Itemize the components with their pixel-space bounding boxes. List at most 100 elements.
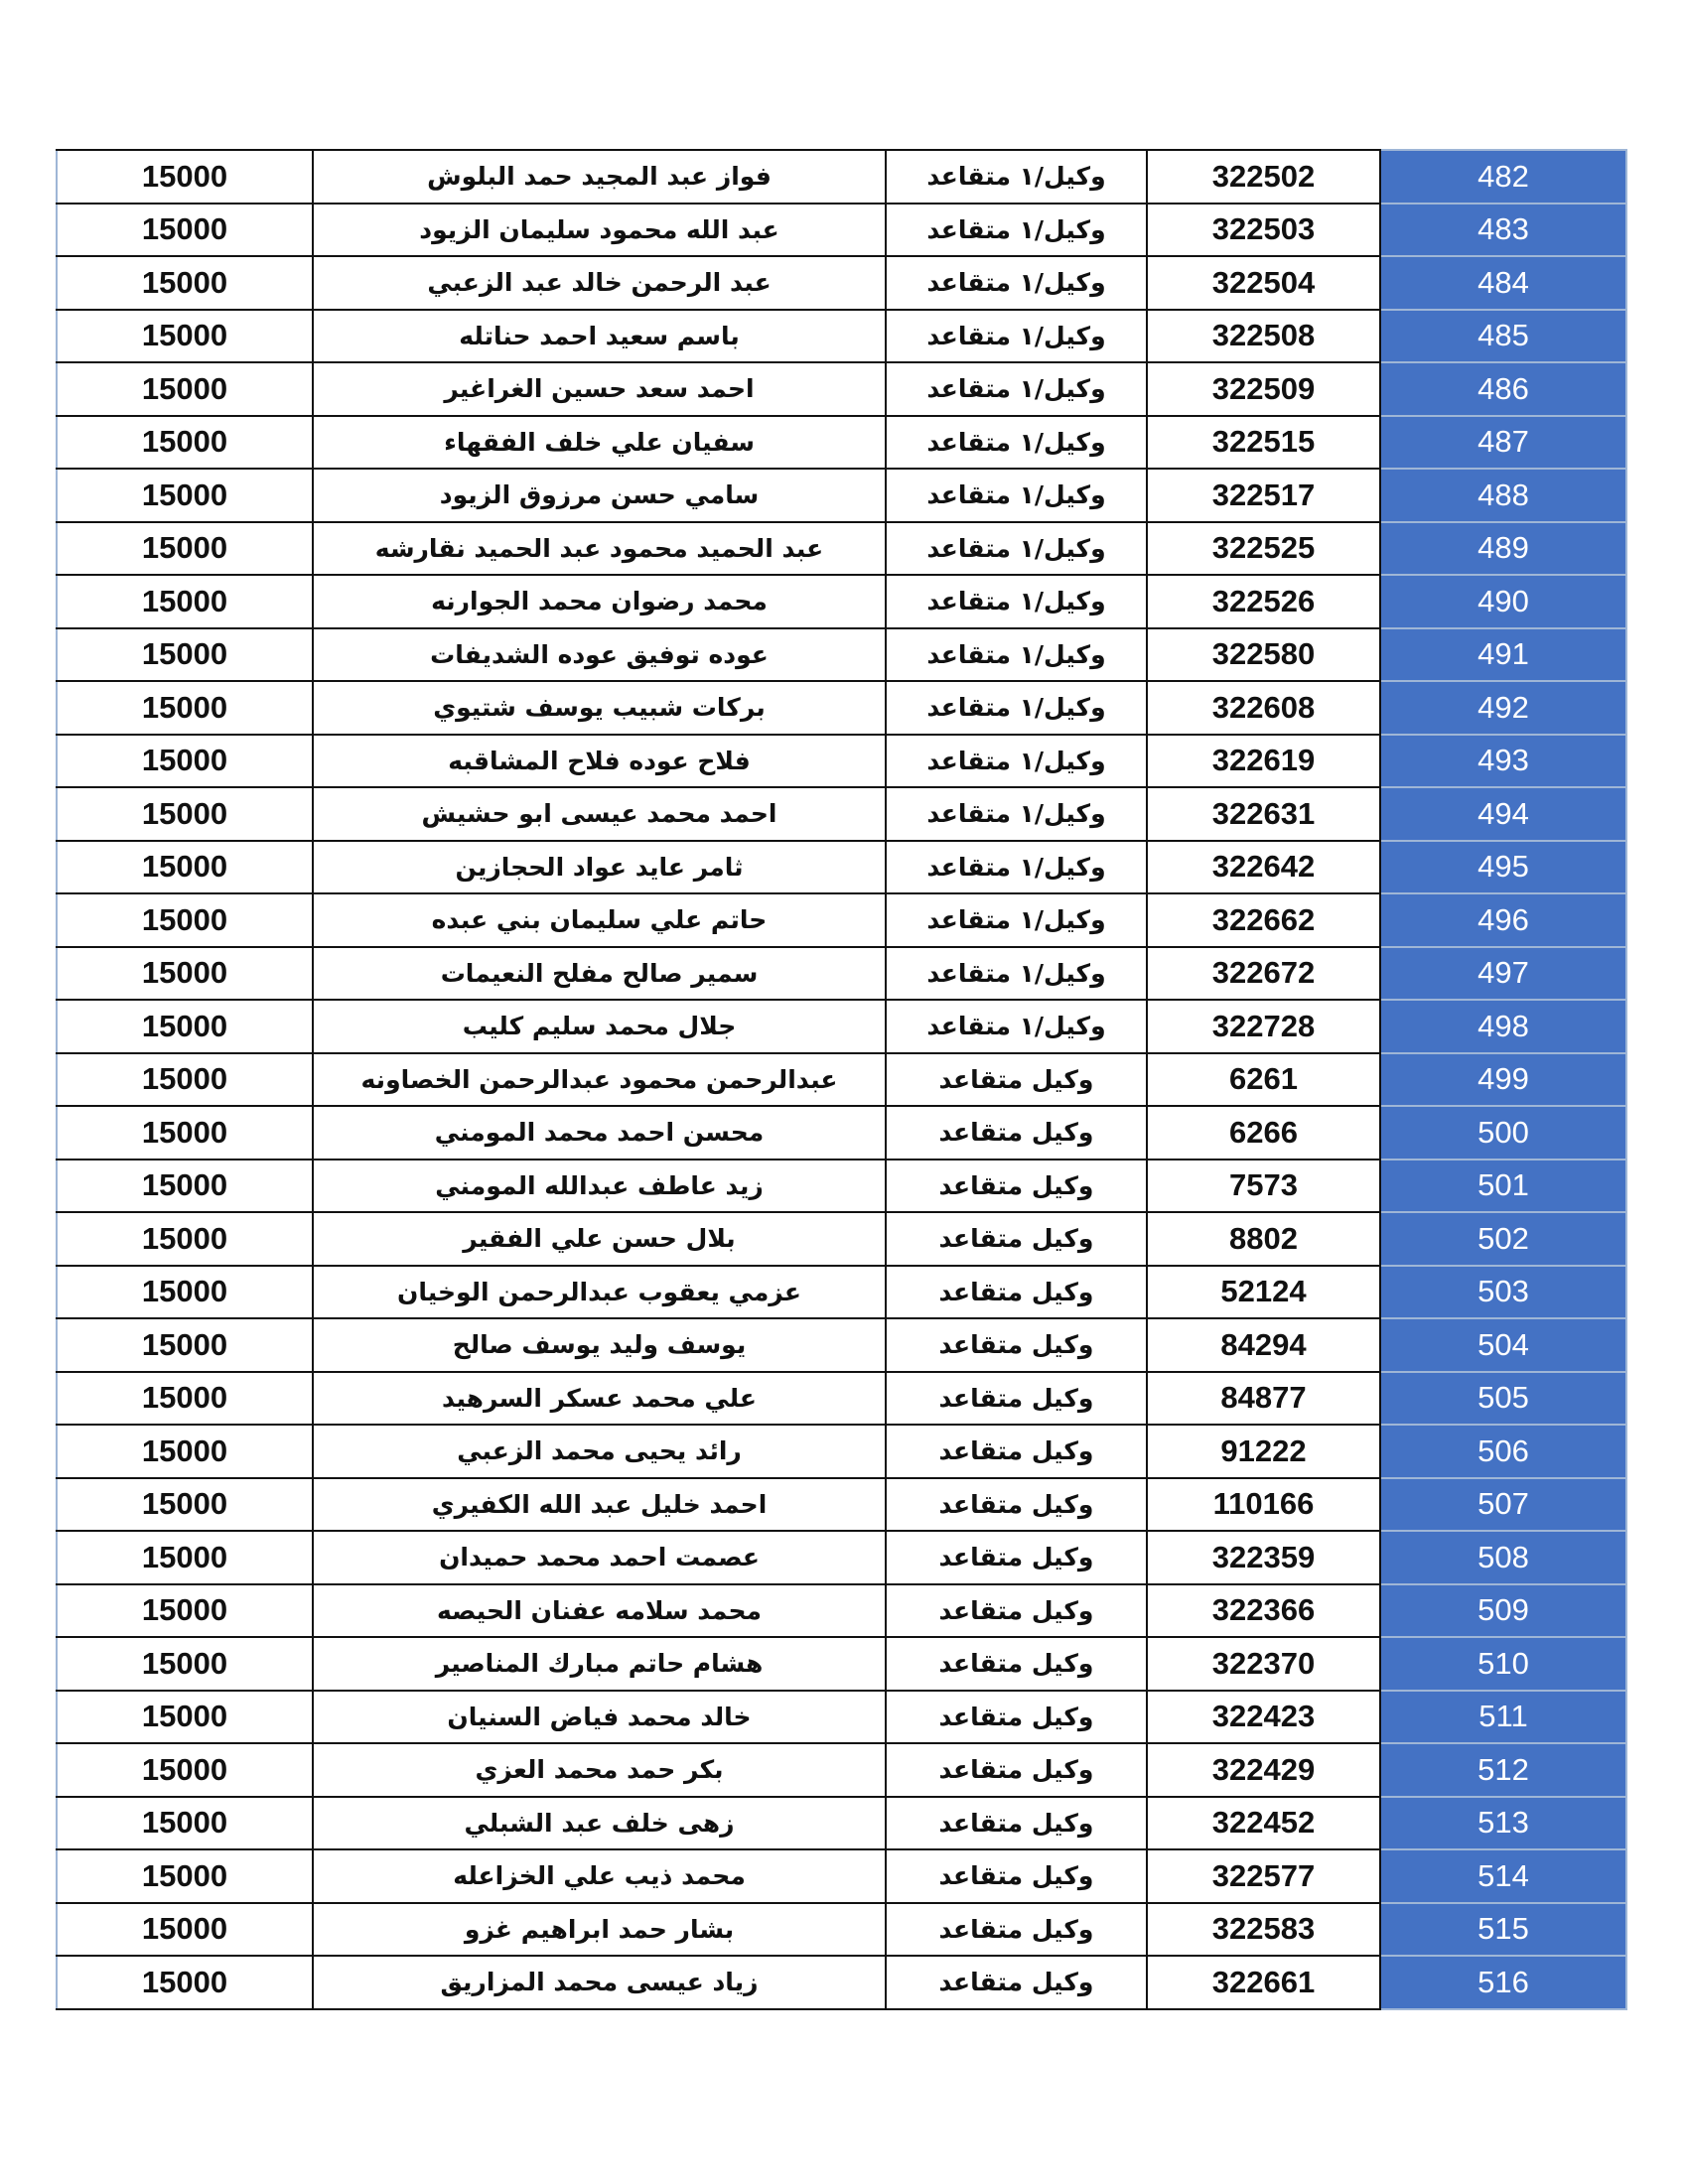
index-cell: 507	[1379, 1476, 1627, 1532]
number-cell: 322370	[1146, 1636, 1381, 1692]
name-cell: علي محمد عسكر السرهيد	[312, 1370, 887, 1426]
number-cell: 322661	[1146, 1955, 1381, 2010]
index-cell: 504	[1379, 1317, 1627, 1373]
name-cell: عبدالرحمن محمود عبدالرحمن الخصاونه	[312, 1051, 887, 1107]
table-row: 15000 سمير صالح مفلح النعيمات وكيل/١ متقاع…	[56, 945, 1627, 1001]
amount-cell: 15000	[56, 520, 314, 576]
index-cell: 490	[1379, 574, 1627, 629]
name-cell: باسم سعيد احمد حناتله	[312, 308, 887, 363]
name-cell: عبد الرحمن خالد عبد الزعبي	[312, 255, 887, 311]
amount-cell: 15000	[56, 892, 314, 948]
table-row: 15000 بشار حمد ابراهيم غزو وكيل متقاعد 3225…	[56, 1901, 1627, 1957]
rank-cell: وكيل/١ متقاعد	[885, 202, 1148, 257]
table-row: 15000 بلال حسن علي الفقير وكيل متقاعد 8802 5…	[56, 1211, 1627, 1267]
amount-cell: 15000	[56, 361, 314, 417]
amount-cell: 15000	[56, 733, 314, 788]
amount-cell: 15000	[56, 1848, 314, 1904]
name-cell: هشام حاتم مبارك المناصير	[312, 1636, 887, 1692]
number-cell: 6261	[1146, 1051, 1381, 1107]
index-cell: 514	[1379, 1848, 1627, 1904]
name-cell: حاتم علي سليمان بني عبده	[312, 892, 887, 948]
amount-cell: 15000	[56, 1530, 314, 1585]
amount-cell: 15000	[56, 255, 314, 311]
name-cell: خالد محمد فياض السنيان	[312, 1689, 887, 1744]
number-cell: 322503	[1146, 202, 1381, 257]
amount-cell: 15000	[56, 202, 314, 257]
number-cell: 322502	[1146, 149, 1381, 205]
table-row: 15000 فلاح عوده فلاح المشاقبه وكيل/١ متقاع…	[56, 733, 1627, 788]
number-cell: 322525	[1146, 520, 1381, 576]
amount-cell: 15000	[56, 1051, 314, 1107]
number-cell: 322423	[1146, 1689, 1381, 1744]
number-cell: 322580	[1146, 626, 1381, 682]
number-cell: 84877	[1146, 1370, 1381, 1426]
rank-cell: وكيل/١ متقاعد	[885, 255, 1148, 311]
index-cell: 499	[1379, 1051, 1627, 1107]
amount-cell: 15000	[56, 1424, 314, 1479]
number-cell: 322642	[1146, 839, 1381, 894]
name-cell: جلال محمد سليم كليب	[312, 999, 887, 1054]
rank-cell: وكيل/١ متقاعد	[885, 520, 1148, 576]
index-cell: 516	[1379, 1955, 1627, 2010]
amount-cell: 15000	[56, 1795, 314, 1850]
table-row: 15000 رائد يحيى محمد الزعبي وكيل متقاعد 912…	[56, 1424, 1627, 1479]
amount-cell: 15000	[56, 999, 314, 1054]
name-cell: سمير صالح مفلح النعيمات	[312, 945, 887, 1001]
index-cell: 483	[1379, 202, 1627, 257]
name-cell: احمد محمد عيسى ابو حشيش	[312, 786, 887, 842]
rank-cell: وكيل متقاعد	[885, 1476, 1148, 1532]
amount-cell: 15000	[56, 1742, 314, 1798]
amount-cell: 15000	[56, 1636, 314, 1692]
amount-cell: 15000	[56, 1105, 314, 1160]
index-cell: 485	[1379, 308, 1627, 363]
table-row: 15000 خالد محمد فياض السنيان وكيل متقاعد 32…	[56, 1689, 1627, 1744]
rank-cell: وكيل متقاعد	[885, 1742, 1148, 1798]
table-row: 15000 عبد الله محمود سليمان الزيود وكيل/١ …	[56, 202, 1627, 257]
table-row: 15000 احمد سعد حسين الغراغير وكيل/١ متقاعد…	[56, 361, 1627, 417]
rank-cell: وكيل متقاعد	[885, 1424, 1148, 1479]
table-row: 15000 يوسف وليد يوسف صالح وكيل متقاعد 84294…	[56, 1317, 1627, 1373]
index-cell: 489	[1379, 520, 1627, 576]
index-cell: 503	[1379, 1264, 1627, 1319]
index-cell: 488	[1379, 468, 1627, 523]
name-cell: احمد خليل عبد الله الكفيري	[312, 1476, 887, 1532]
name-cell: زيد عاطف عبدالله المومني	[312, 1158, 887, 1213]
rank-cell: وكيل/١ متقاعد	[885, 468, 1148, 523]
name-cell: عوده توفيق عوده الشديفات	[312, 626, 887, 682]
name-cell: بكر حمد محمد العزي	[312, 1742, 887, 1798]
amount-cell: 15000	[56, 1955, 314, 2010]
number-cell: 322583	[1146, 1901, 1381, 1957]
amount-cell: 15000	[56, 1317, 314, 1373]
index-cell: 497	[1379, 945, 1627, 1001]
name-cell: يوسف وليد يوسف صالح	[312, 1317, 887, 1373]
number-cell: 322608	[1146, 680, 1381, 736]
rank-cell: وكيل متقاعد	[885, 1955, 1148, 2010]
rank-cell: وكيل/١ متقاعد	[885, 680, 1148, 736]
name-cell: محسن احمد محمد المومني	[312, 1105, 887, 1160]
number-cell: 7573	[1146, 1158, 1381, 1213]
index-cell: 484	[1379, 255, 1627, 311]
name-cell: بركات شبيب يوسف شتيوي	[312, 680, 887, 736]
amount-cell: 15000	[56, 680, 314, 736]
name-cell: محمد ذيب علي الخزاعله	[312, 1848, 887, 1904]
amount-cell: 15000	[56, 1476, 314, 1532]
number-cell: 84294	[1146, 1317, 1381, 1373]
table-row: 15000 جلال محمد سليم كليب وكيل/١ متقاعد 322…	[56, 999, 1627, 1054]
index-cell: 508	[1379, 1530, 1627, 1585]
number-cell: 322429	[1146, 1742, 1381, 1798]
number-cell: 322359	[1146, 1530, 1381, 1585]
rank-cell: وكيل متقاعد	[885, 1370, 1148, 1426]
table-row: 15000 عبدالرحمن محمود عبدالرحمن الخصاونه و…	[56, 1051, 1627, 1107]
number-cell: 322619	[1146, 733, 1381, 788]
rank-cell: وكيل متقاعد	[885, 1636, 1148, 1692]
table-row: 15000 سفيان علي خلف الفقهاء وكيل/١ متقاعد 3…	[56, 414, 1627, 470]
table-row: 15000 سامي حسن مرزوق الزيود وكيل/١ متقاعد 3…	[56, 468, 1627, 523]
rank-cell: وكيل متقاعد	[885, 1211, 1148, 1267]
amount-cell: 15000	[56, 1211, 314, 1267]
table-row: 15000 محمد رضوان محمد الجوارنه وكيل/١ متقا…	[56, 574, 1627, 629]
index-cell: 496	[1379, 892, 1627, 948]
rank-cell: وكيل متقاعد	[885, 1317, 1148, 1373]
rank-cell: وكيل/١ متقاعد	[885, 733, 1148, 788]
name-cell: احمد سعد حسين الغراغير	[312, 361, 887, 417]
rank-cell: وكيل/١ متقاعد	[885, 574, 1148, 629]
